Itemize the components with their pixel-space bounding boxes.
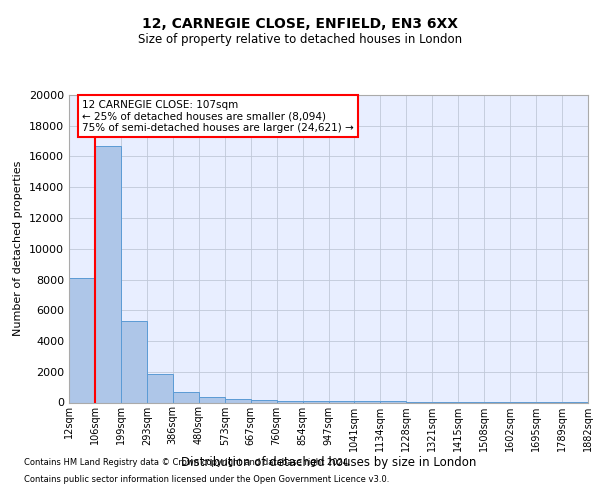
- Text: Contains public sector information licensed under the Open Government Licence v3: Contains public sector information licen…: [24, 474, 389, 484]
- Bar: [329, 401, 355, 402]
- Text: 12 CARNEGIE CLOSE: 107sqm
← 25% of detached houses are smaller (8,094)
75% of se: 12 CARNEGIE CLOSE: 107sqm ← 25% of detac…: [82, 100, 354, 133]
- Text: Contains HM Land Registry data © Crown copyright and database right 2024.: Contains HM Land Registry data © Crown c…: [24, 458, 350, 467]
- Bar: [251, 400, 277, 402]
- Bar: [225, 398, 251, 402]
- Bar: [69, 278, 95, 402]
- X-axis label: Distribution of detached houses by size in London: Distribution of detached houses by size …: [181, 456, 476, 469]
- Text: Size of property relative to detached houses in London: Size of property relative to detached ho…: [138, 32, 462, 46]
- Bar: [95, 146, 121, 402]
- Text: 12, CARNEGIE CLOSE, ENFIELD, EN3 6XX: 12, CARNEGIE CLOSE, ENFIELD, EN3 6XX: [142, 18, 458, 32]
- Y-axis label: Number of detached properties: Number of detached properties: [13, 161, 23, 336]
- Bar: [147, 374, 173, 402]
- Bar: [173, 392, 199, 402]
- Bar: [199, 396, 224, 402]
- Bar: [277, 400, 302, 402]
- Bar: [121, 321, 147, 402]
- Bar: [302, 401, 329, 402]
